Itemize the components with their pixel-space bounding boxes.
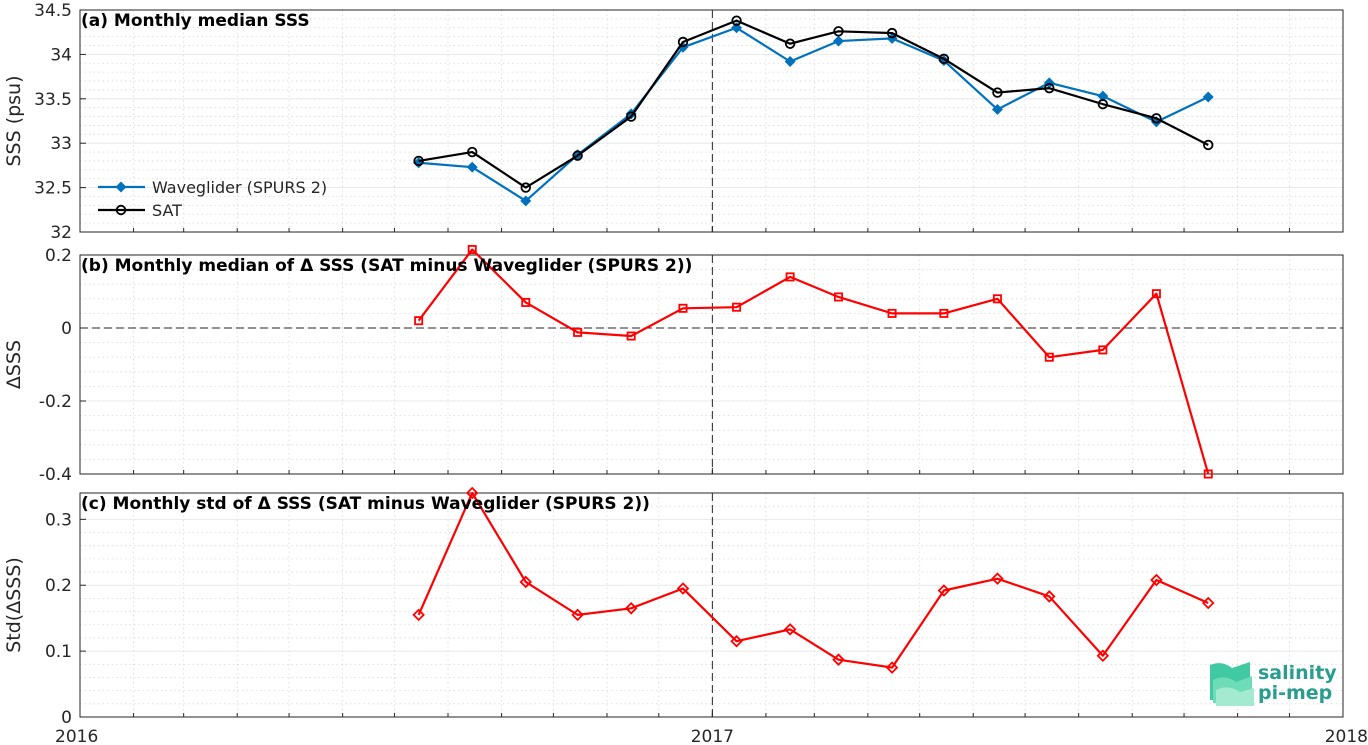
data-point bbox=[1151, 113, 1162, 124]
y-tick-label: 0.1 bbox=[45, 642, 72, 662]
series-line-panel-c bbox=[417, 491, 1209, 669]
legend-marker bbox=[115, 181, 127, 193]
x-tick-label: 2016 bbox=[55, 727, 98, 745]
data-point bbox=[625, 111, 637, 122]
data-point bbox=[732, 302, 742, 312]
data-point bbox=[571, 608, 584, 622]
data-point bbox=[412, 608, 425, 622]
legend: Waveglider (SPURS 2) SAT bbox=[98, 178, 327, 220]
axes-frame bbox=[79, 254, 1344, 475]
data-point bbox=[467, 245, 477, 255]
data-point bbox=[731, 15, 742, 26]
panel-c: 0 0.1 0.2 0.3 Std(ΔSSS) (c) Monthly std of Δ … bbox=[3, 486, 1344, 728]
data-point bbox=[1097, 98, 1109, 110]
data-point bbox=[1150, 573, 1163, 587]
salinity-pi-mep-logo: salinity pi-mep bbox=[1210, 662, 1337, 706]
data-point bbox=[730, 634, 743, 648]
x-tick-label: 2017 bbox=[691, 727, 734, 745]
data-point bbox=[520, 182, 531, 193]
y-tick-label: 0 bbox=[61, 319, 72, 339]
data-point bbox=[1203, 139, 1214, 151]
panel-b: -0.4 -0.2 0 0.2 ΔSSS (b) Monthly median of Δ … bbox=[3, 245, 1344, 485]
data-point bbox=[1043, 590, 1056, 603]
y-tick-label: 32 bbox=[50, 223, 72, 243]
data-point bbox=[678, 303, 688, 313]
logo-line2: pi-mep bbox=[1258, 682, 1332, 704]
data-point bbox=[572, 150, 583, 161]
series-line-panel-b bbox=[417, 248, 1210, 475]
logo-line1: salinity bbox=[1258, 662, 1337, 684]
data-point bbox=[624, 602, 638, 615]
data-point bbox=[784, 38, 796, 49]
y-axis-label: Std(ΔSSS) bbox=[3, 557, 25, 653]
y-tick-label: 34.5 bbox=[34, 1, 72, 21]
y-tick-label: 32.5 bbox=[34, 179, 72, 199]
data-point bbox=[833, 35, 844, 47]
data-point bbox=[938, 53, 950, 65]
x-tick-label: 2018 bbox=[1325, 727, 1368, 745]
panel-title: (b) Monthly median of Δ SSS (SAT minus W… bbox=[81, 256, 692, 276]
y-tick-label: 0.2 bbox=[45, 246, 72, 266]
data-point bbox=[886, 27, 898, 39]
y-tick-label: 0 bbox=[61, 708, 72, 728]
data-point bbox=[1203, 469, 1213, 479]
data-point bbox=[573, 327, 583, 337]
data-point bbox=[626, 331, 636, 341]
y-tick-label: 33.5 bbox=[34, 90, 72, 110]
data-point bbox=[783, 623, 797, 636]
legend-label: Waveglider (SPURS 2) bbox=[152, 178, 327, 197]
data-point bbox=[833, 26, 844, 37]
data-point bbox=[939, 308, 949, 318]
data-point bbox=[885, 661, 899, 674]
legend-marker bbox=[115, 204, 127, 216]
axes-frame bbox=[79, 492, 1344, 718]
y-tick-label: 0.3 bbox=[45, 510, 72, 530]
data-point bbox=[784, 56, 796, 67]
data-point bbox=[414, 316, 424, 326]
axes-frame bbox=[79, 9, 1344, 233]
data-point bbox=[992, 294, 1002, 304]
data-point bbox=[785, 272, 795, 282]
data-point bbox=[1044, 82, 1055, 94]
data-point bbox=[832, 653, 845, 666]
y-tick-label: 33 bbox=[50, 134, 72, 154]
y-axis-label: SSS (psu) bbox=[3, 75, 25, 166]
data-point bbox=[1151, 289, 1161, 299]
y-tick-label: 0.2 bbox=[45, 576, 72, 596]
panel-title: (a) Monthly median SSS bbox=[81, 11, 310, 31]
data-point bbox=[1098, 345, 1108, 355]
data-point bbox=[731, 22, 743, 34]
y-axis-label: ΔSSS bbox=[3, 340, 25, 389]
logo-waves-icon bbox=[1210, 662, 1254, 706]
data-point bbox=[676, 582, 690, 595]
data-point bbox=[1044, 352, 1054, 362]
data-point bbox=[1096, 649, 1110, 663]
legend-label: SAT bbox=[152, 201, 182, 220]
data-point bbox=[992, 87, 1003, 98]
data-point bbox=[521, 297, 531, 307]
data-point bbox=[677, 36, 689, 48]
data-point bbox=[467, 146, 478, 158]
data-point bbox=[1202, 91, 1214, 103]
data-point bbox=[991, 572, 1004, 585]
data-point bbox=[466, 161, 478, 173]
data-point bbox=[991, 103, 1003, 115]
data-point bbox=[520, 195, 532, 207]
y-tick-label: -0.4 bbox=[39, 465, 72, 485]
y-tick-label: -0.2 bbox=[39, 392, 72, 412]
data-point bbox=[519, 575, 533, 589]
data-point bbox=[413, 155, 424, 167]
panel-a: 32 32.5 33 33.5 34 34.5 SSS (psu) (a) Monthly m… bbox=[3, 1, 1344, 243]
data-point bbox=[937, 584, 951, 597]
data-point bbox=[1201, 596, 1215, 610]
series-line-waveglider-spurs-2- bbox=[418, 26, 1209, 203]
data-point bbox=[465, 486, 479, 500]
data-point bbox=[833, 292, 843, 302]
y-tick-label: 34 bbox=[50, 45, 72, 65]
panel-title: (c) Monthly std of Δ SSS (SAT minus Wave… bbox=[81, 494, 650, 514]
data-point bbox=[887, 308, 897, 318]
series-line-sat bbox=[418, 19, 1209, 189]
